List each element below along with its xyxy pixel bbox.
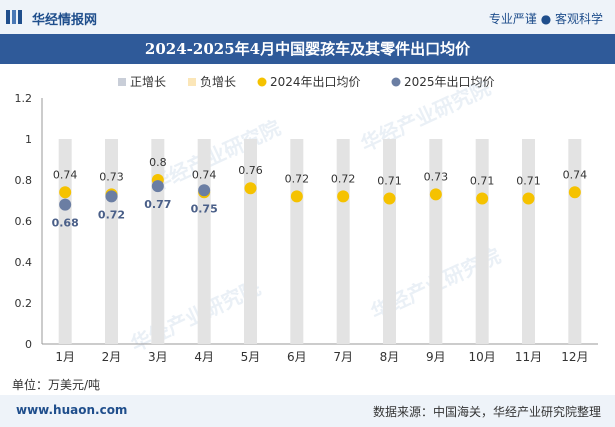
data-label-2024: 0.73: [99, 170, 124, 183]
data-point-2025: [105, 190, 118, 203]
x-tick-label: 10月: [469, 350, 496, 364]
y-tick-label: 1: [25, 133, 32, 146]
data-point-2024: [244, 182, 257, 195]
background-bar: [151, 139, 165, 344]
legend-marker: [391, 77, 401, 87]
x-tick-label: 4月: [194, 350, 214, 364]
x-tick-label: 7月: [333, 350, 353, 364]
data-source: 数据来源：中国海关，华经产业研究院整理: [372, 405, 601, 419]
brand-name: 华经情报网: [32, 13, 98, 28]
data-point-2025: [59, 198, 72, 211]
data-point-2024: [337, 190, 350, 203]
data-label-2025: 0.68: [52, 217, 79, 230]
y-tick-label: 0: [25, 338, 32, 351]
data-point-2024: [522, 192, 535, 205]
chart: 正增长 负增长 2024年出口均价 2025年出口均价 0 0.2 0.4 0.6 0.8 1 1.…: [15, 75, 598, 364]
legend-marker: [188, 78, 196, 86]
data-label-2024: 0.72: [285, 172, 310, 185]
y-tick-label: 0.4: [15, 256, 33, 269]
y-tick-label: 0.8: [15, 174, 33, 187]
background-bar: [522, 139, 535, 344]
top-bar: 华经情报网 专业严谨 ● 客观科学: [0, 0, 615, 34]
footer-bar: www.huaon.com 数据来源：中国海关，华经产业研究院整理: [0, 395, 615, 427]
data-label-2024: 0.73: [424, 170, 449, 183]
legend-label: 正增长: [130, 75, 166, 89]
data-label-2024: 0.71: [377, 174, 402, 187]
background-bar: [290, 139, 304, 344]
y-tick-label: 1.2: [15, 92, 33, 105]
data-label-2024: 0.71: [516, 174, 541, 187]
legend-marker: [118, 78, 126, 86]
data-label-2024: 0.71: [470, 174, 495, 187]
data-label-2024: 0.8: [149, 156, 167, 169]
x-tick-label: 1月: [55, 350, 75, 364]
unit-label: 单位：万美元/吨: [12, 378, 101, 392]
background-bar: [336, 139, 350, 344]
legend-label: 2025年出口均价: [404, 75, 495, 89]
background-bar: [383, 139, 396, 344]
data-point-2024: [290, 190, 303, 203]
data-point-2024: [568, 186, 581, 199]
y-tick-label: 0.2: [15, 297, 33, 310]
data-label-2025: 0.72: [98, 208, 125, 221]
x-tick-label: 2月: [102, 350, 122, 364]
data-point-2024: [383, 192, 396, 205]
chart-title: 2024-2025年4月中国婴孩车及其零件出口均价: [0, 34, 615, 64]
x-tick-label: 5月: [241, 350, 261, 364]
legend-label: 2024年出口均价: [270, 75, 361, 89]
data-label-2025: 0.77: [144, 198, 171, 211]
data-label-2024: 0.74: [192, 168, 217, 181]
legend-label: 负增长: [200, 75, 236, 89]
data-point-2024: [429, 188, 442, 201]
background-bar: [475, 139, 489, 344]
legend-marker: [257, 77, 267, 87]
tagline: 专业严谨 ● 客观科学: [488, 12, 603, 26]
y-tick-label: 0.6: [15, 215, 33, 228]
x-tick-label: 3月: [148, 350, 168, 364]
data-label-2024: 0.74: [563, 168, 588, 181]
data-label-2024: 0.76: [238, 164, 263, 177]
data-point-2025: [151, 180, 164, 193]
x-tick-label: 9月: [426, 350, 446, 364]
data-point-2024: [476, 192, 489, 205]
brand-logo-icon: [6, 10, 22, 24]
x-tick-label: 11月: [515, 350, 542, 364]
data-point-2024: [59, 186, 72, 199]
website-link[interactable]: www.huaon.com: [16, 403, 128, 417]
data-point-2025: [198, 184, 211, 197]
x-tick-label: 6月: [287, 350, 307, 364]
x-tick-label: 12月: [561, 350, 588, 364]
data-label-2025: 0.75: [191, 202, 218, 215]
data-label-2024: 0.74: [53, 168, 78, 181]
data-label-2024: 0.72: [331, 172, 356, 185]
x-tick-label: 8月: [380, 350, 400, 364]
